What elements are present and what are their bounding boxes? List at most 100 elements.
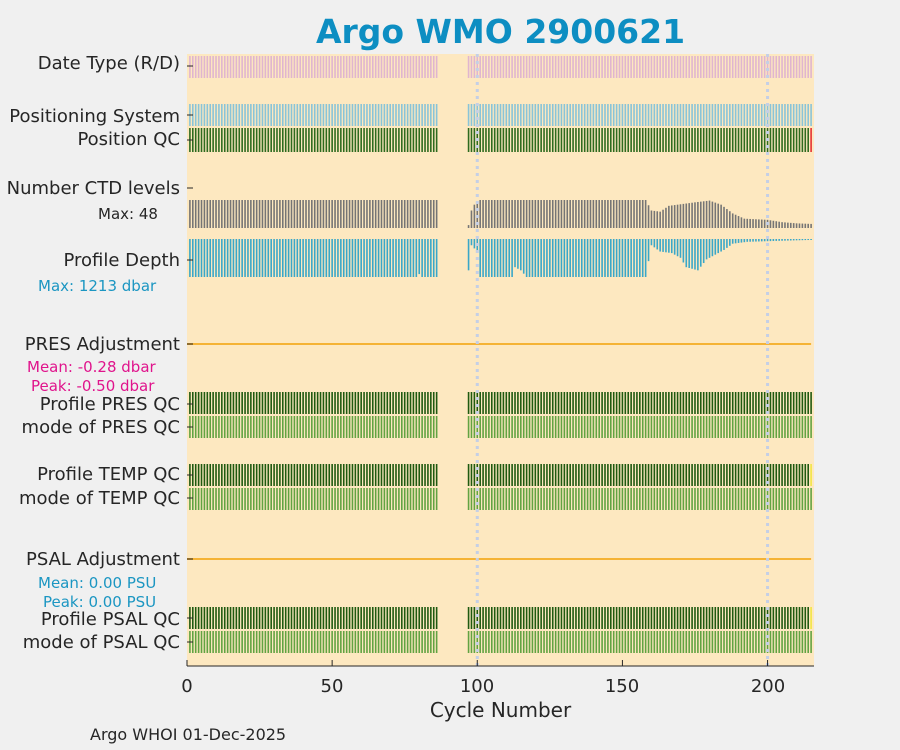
mode-of-pres-qc-mark-148 bbox=[615, 416, 618, 438]
position-qc-mark-35 bbox=[287, 128, 290, 152]
profile-depth-bar-203 bbox=[775, 239, 778, 241]
mode-of-temp-qc-mark-110 bbox=[505, 488, 508, 510]
profile-temp-qc-mark-20 bbox=[244, 464, 246, 486]
ctd-level-bar-44 bbox=[313, 200, 316, 228]
profile-psal-qc-mark-118 bbox=[528, 607, 531, 629]
mode-of-pres-qc-mark-121 bbox=[537, 416, 540, 438]
profile-depth-bar-154 bbox=[633, 239, 635, 277]
mode-of-psal-qc-mark-75 bbox=[403, 631, 406, 653]
mode-of-pres-qc-mark-189 bbox=[734, 416, 737, 438]
profile-temp-qc-mark-198 bbox=[760, 464, 763, 486]
date-type-r-d-mark-62 bbox=[366, 56, 368, 78]
profile-depth-bar-129 bbox=[560, 239, 563, 277]
mode-of-pres-qc-mark-124 bbox=[546, 416, 548, 438]
position-qc-mark-120 bbox=[534, 128, 537, 152]
date-type-r-d-mark-81 bbox=[421, 56, 423, 78]
position-qc-mark-63 bbox=[369, 128, 371, 152]
mode-of-pres-qc-mark-37 bbox=[293, 416, 296, 438]
positioning-system-mark-205 bbox=[781, 104, 783, 126]
profile-psal-qc-mark-50 bbox=[331, 607, 333, 629]
ctd-level-bar-114 bbox=[517, 200, 519, 228]
date-type-r-d-mark-111 bbox=[508, 56, 511, 78]
positioning-system-mark-190 bbox=[737, 104, 740, 126]
ctd-level-bar-16 bbox=[232, 200, 235, 228]
mode-of-psal-qc-mark-112 bbox=[511, 631, 513, 653]
profile-temp-qc-mark-192 bbox=[743, 464, 746, 486]
profile-depth-bar-86 bbox=[435, 239, 438, 277]
positioning-system-mark-106 bbox=[493, 104, 496, 126]
positioning-system-mark-19 bbox=[241, 104, 243, 126]
profile-pres-qc-mark-110 bbox=[505, 392, 508, 414]
date-type-r-d-mark-82 bbox=[424, 56, 426, 78]
profile-temp-qc-mark-116 bbox=[522, 464, 525, 486]
date-type-r-d-mark-141 bbox=[595, 56, 598, 78]
date-type-r-d-mark-205 bbox=[781, 56, 783, 78]
date-type-r-d-mark-129 bbox=[560, 56, 563, 78]
profile-temp-qc-mark-185 bbox=[723, 464, 725, 486]
profile-pres-qc-mark-144 bbox=[604, 392, 606, 414]
profile-pres-qc-mark-48 bbox=[325, 392, 328, 414]
position-qc-mark-30 bbox=[273, 128, 275, 152]
profile-psal-qc-mark-19 bbox=[241, 607, 243, 629]
mode-of-pres-qc-mark-39 bbox=[299, 416, 302, 438]
profile-psal-qc-mark-113 bbox=[514, 607, 516, 629]
profile-depth-bar-112 bbox=[511, 239, 513, 277]
date-type-r-d-mark-213 bbox=[804, 56, 807, 78]
mode-of-pres-qc-mark-7 bbox=[206, 416, 209, 438]
ctd-level-bar-39 bbox=[299, 200, 302, 228]
mode-of-pres-qc-mark-13 bbox=[223, 416, 226, 438]
date-type-r-d-mark-7 bbox=[206, 56, 209, 78]
profile-depth-bar-83 bbox=[427, 239, 429, 277]
mode-of-psal-qc-mark-188 bbox=[731, 631, 734, 653]
positioning-system-mark-198 bbox=[760, 104, 763, 126]
mode-of-temp-qc-mark-146 bbox=[610, 488, 612, 510]
mode-of-pres-qc-mark-183 bbox=[717, 416, 720, 438]
mode-of-temp-qc-mark-182 bbox=[714, 488, 717, 510]
date-type-r-d-mark-157 bbox=[641, 56, 644, 78]
date-type-r-d-mark-195 bbox=[752, 56, 754, 78]
position-qc-mark-128 bbox=[557, 128, 560, 152]
date-type-r-d-mark-52 bbox=[337, 56, 339, 78]
profile-depth-bar-13 bbox=[223, 239, 226, 277]
profile-pres-qc-mark-123 bbox=[543, 392, 545, 414]
mode-of-temp-qc-mark-140 bbox=[592, 488, 595, 510]
profile-depth-bar-79 bbox=[415, 239, 418, 277]
date-type-r-d-mark-153 bbox=[630, 56, 632, 78]
mode-of-psal-qc-mark-50 bbox=[331, 631, 333, 653]
mode-of-temp-qc-mark-58 bbox=[354, 488, 357, 510]
ctd-level-bar-171 bbox=[682, 203, 685, 228]
profile-temp-qc-mark-103 bbox=[485, 464, 487, 486]
profile-depth-bar-20 bbox=[244, 239, 246, 277]
positioning-system-mark-164 bbox=[662, 104, 664, 126]
profile-psal-qc-mark-188 bbox=[731, 607, 734, 629]
profile-psal-qc-mark-45 bbox=[316, 607, 319, 629]
profile-depth-bar-166 bbox=[668, 239, 670, 253]
profile-psal-qc-mark-9 bbox=[212, 607, 214, 629]
profile-pres-qc-mark-130 bbox=[563, 392, 566, 414]
position-qc-mark-25 bbox=[258, 128, 261, 152]
profile-psal-qc-mark-66 bbox=[377, 607, 380, 629]
profile-pres-qc-mark-21 bbox=[247, 392, 249, 414]
ctd-level-bar-211 bbox=[798, 223, 801, 228]
positioning-system-mark-200 bbox=[766, 104, 769, 126]
date-type-r-d-mark-9 bbox=[212, 56, 214, 78]
profile-pres-qc-mark-10 bbox=[215, 392, 217, 414]
profile-psal-qc-mark-191 bbox=[740, 607, 743, 629]
date-type-r-d-mark-201 bbox=[769, 56, 772, 78]
mode-of-temp-qc-mark-206 bbox=[784, 488, 786, 510]
profile-depth-bar-22 bbox=[250, 239, 252, 277]
profile-temp-qc-mark-35 bbox=[287, 464, 290, 486]
profile-pres-qc-mark-131 bbox=[566, 392, 569, 414]
positioning-system-mark-16 bbox=[232, 104, 235, 126]
position-qc-mark-139 bbox=[589, 128, 592, 152]
mode-of-pres-qc-mark-158 bbox=[644, 416, 647, 438]
mode-of-temp-qc-mark-103 bbox=[485, 488, 487, 510]
mode-of-pres-qc-mark-97 bbox=[467, 416, 470, 438]
date-type-r-d-mark-198 bbox=[760, 56, 763, 78]
ctd-level-bar-48 bbox=[325, 200, 328, 228]
mode-of-pres-qc-mark-17 bbox=[235, 416, 238, 438]
date-type-r-d-mark-161 bbox=[653, 56, 656, 78]
ctd-level-bar-112 bbox=[511, 200, 513, 228]
date-type-r-d-mark-151 bbox=[624, 56, 627, 78]
profile-psal-qc-mark-82 bbox=[424, 607, 426, 629]
